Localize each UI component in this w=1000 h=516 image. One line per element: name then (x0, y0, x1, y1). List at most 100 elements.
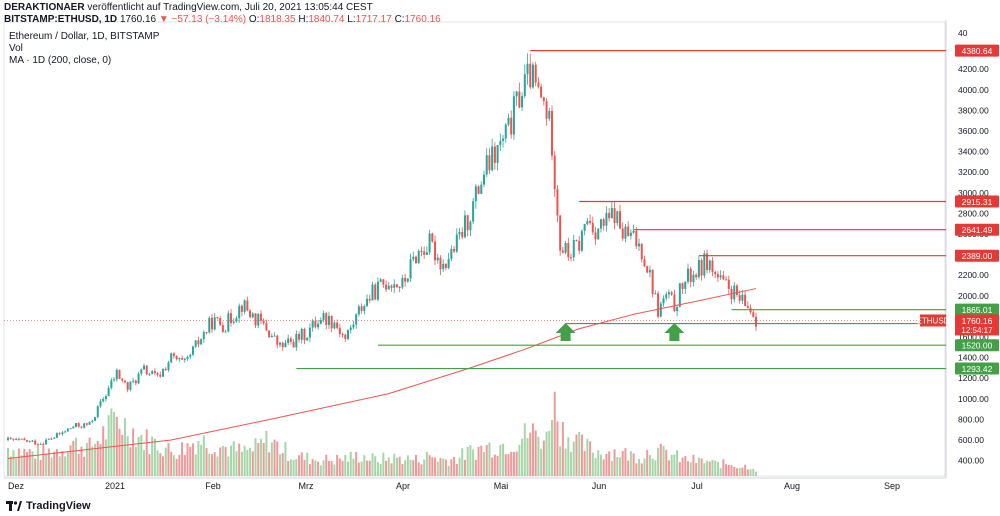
candle-body (338, 327, 341, 335)
candle-body (251, 313, 254, 318)
volume-bar (153, 438, 156, 476)
candle-body (640, 243, 643, 260)
candle-body (317, 323, 320, 328)
candle-body (444, 263, 447, 268)
volume-bar (542, 440, 545, 476)
candle-body (189, 354, 192, 357)
candle-body (738, 294, 741, 301)
candle-body (47, 438, 50, 440)
candle-body (638, 243, 641, 247)
volume-bar (678, 462, 681, 476)
level-tag-support (955, 339, 999, 352)
candle-body (616, 211, 619, 224)
candle-body (262, 320, 265, 324)
volume-bar (635, 463, 638, 476)
volume-bar (676, 450, 679, 476)
volume-bar (344, 454, 347, 476)
candle-body (368, 298, 371, 301)
candle-body (88, 421, 91, 425)
tradingview-footer[interactable]: TradingView (6, 500, 91, 512)
volume-bar (594, 457, 597, 476)
candle-body (599, 219, 602, 229)
volume-bar (610, 461, 613, 476)
volume-bar (382, 452, 385, 476)
volume-bar (521, 438, 524, 476)
y-tick-label: 1000.00 (958, 394, 989, 404)
volume-bar (314, 460, 317, 476)
candle-body (213, 317, 216, 330)
candle-body (208, 317, 211, 333)
volume-bar (526, 438, 529, 476)
candle-body (670, 292, 673, 295)
volume-bar (159, 453, 162, 476)
candle-body (442, 263, 445, 270)
candle-body (159, 374, 162, 377)
volume-bar (45, 453, 48, 476)
candle-body (708, 260, 711, 271)
volume-bar (485, 445, 488, 476)
volume-bar (605, 453, 608, 476)
candle-body (692, 274, 695, 283)
candle-body (597, 228, 600, 240)
volume-bar (548, 430, 551, 476)
candle-body (303, 329, 306, 341)
candle-body (289, 338, 292, 342)
candle-body (687, 268, 689, 282)
candle-body (83, 423, 86, 428)
candle-body (197, 340, 200, 345)
candle-body (583, 224, 586, 231)
volume-bar (662, 445, 665, 476)
volume-bar (148, 454, 151, 476)
candle-body (531, 64, 534, 88)
volume-bar (319, 465, 322, 476)
volume-bar (531, 423, 534, 476)
ohlc-bar: BITSTAMP:ETHUSD, 1D 1760.16 ▼ −57.13 (−3… (4, 14, 441, 26)
volume-bar (58, 456, 61, 476)
candle-body (298, 334, 301, 340)
candle-body (744, 294, 747, 307)
candle-body (387, 285, 390, 290)
volume-bar (425, 451, 428, 476)
candle-body (191, 346, 194, 355)
candle-body (436, 257, 439, 261)
candle-body (347, 330, 349, 339)
candle-body (153, 371, 156, 374)
volume-bar (643, 458, 646, 476)
legend-ma[interactable]: MA · 1D (200, close, 0) (9, 55, 112, 66)
volume-bar (436, 461, 439, 476)
candle-body (58, 433, 61, 435)
candle-body (265, 323, 268, 331)
volume-bar (200, 444, 203, 476)
candle-body (172, 353, 175, 356)
volume-bar (172, 455, 175, 476)
volume-bar (355, 451, 358, 476)
volume-bar (385, 460, 388, 476)
volume-bar (488, 442, 491, 476)
legend-volume[interactable]: Vol (9, 43, 23, 54)
volume-bar (156, 450, 159, 476)
volume-bar (306, 452, 309, 476)
legend-title[interactable]: Ethereum / Dollar, 1D, BITSTAMP (9, 31, 160, 42)
candle-body (308, 327, 311, 338)
volume-bar (151, 436, 154, 476)
last-price: 1760.16 (119, 14, 157, 25)
candle-body (284, 343, 287, 348)
volume-bar (341, 460, 344, 476)
volume-bar (164, 447, 167, 476)
volume-bar (434, 457, 437, 476)
volume-bar (648, 455, 651, 476)
candle-body (181, 358, 184, 360)
volume-bar (730, 465, 733, 476)
candle-body (553, 155, 556, 190)
volume-bar (110, 408, 113, 476)
volume-bar (589, 441, 592, 476)
volume-bar (711, 459, 714, 476)
candle-body (632, 230, 635, 233)
x-tick-label: Aug (784, 481, 800, 491)
candle-body (523, 74, 526, 97)
author-name: DERAKTIONAER (4, 2, 85, 13)
candle-body (232, 321, 235, 323)
candle-body (219, 318, 222, 326)
volume-bar (338, 458, 341, 476)
